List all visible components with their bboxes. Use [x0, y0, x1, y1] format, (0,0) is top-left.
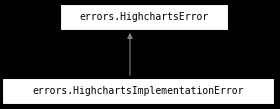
Text: errors.HighchartsError: errors.HighchartsError	[79, 12, 209, 22]
Text: errors.HighchartsImplementationError: errors.HighchartsImplementationError	[32, 86, 244, 96]
Bar	[2, 78, 274, 104]
Bar	[60, 4, 228, 30]
